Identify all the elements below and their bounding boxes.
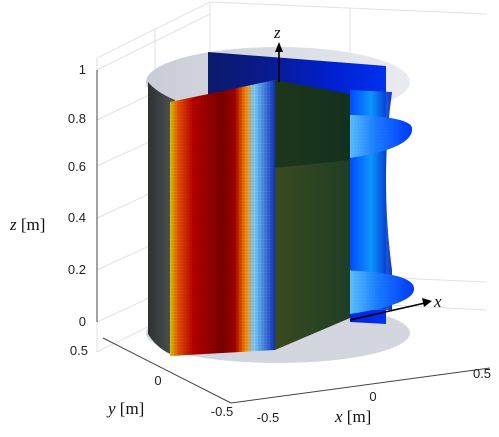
y-tick: 0: [154, 373, 161, 388]
y-axis-var: y: [106, 399, 116, 418]
y-tick-labels: 0.5 0 -0.5: [70, 343, 233, 419]
x-arrow-label: x: [433, 292, 442, 311]
y-tick: 0.5: [70, 343, 88, 358]
z-axis-unit: [m]: [21, 215, 46, 234]
z-tick: 0.6: [68, 159, 86, 174]
z-tick-labels: 0 0.2 0.4 0.6 0.8 1: [68, 62, 86, 329]
z-direction-arrow: z: [273, 23, 283, 82]
y-tick: -0.5: [211, 404, 233, 419]
x-tick: 0.5: [473, 366, 491, 381]
z-arrow-label: z: [273, 23, 281, 42]
z-axis-var: z: [9, 215, 17, 234]
x-tick: 0: [369, 389, 376, 404]
z-tick: 0.2: [68, 262, 86, 277]
z-tick: 1: [79, 62, 86, 77]
x-tick-labels: -0.5 0 0.5: [257, 366, 491, 425]
z-tick: 0.4: [68, 210, 86, 225]
x-tick: -0.5: [257, 410, 279, 425]
z-tick: 0: [79, 314, 86, 329]
x-axis-unit: [m]: [347, 407, 372, 426]
front-slice-mesh: [170, 80, 275, 356]
z-tick: 0.8: [68, 111, 86, 126]
axes: [96, 70, 491, 404]
y-axis-label: y [m]: [106, 399, 144, 418]
front-slice-upper-shade: [275, 80, 350, 168]
x-axis-label: x [m]: [334, 407, 371, 426]
cylinder-wall: [148, 82, 175, 356]
x-axis-var: x: [334, 407, 343, 426]
y-axis-unit: [m]: [120, 399, 145, 418]
z-axis-label: z [m]: [9, 215, 45, 234]
x-direction-arrow: x: [349, 292, 442, 321]
